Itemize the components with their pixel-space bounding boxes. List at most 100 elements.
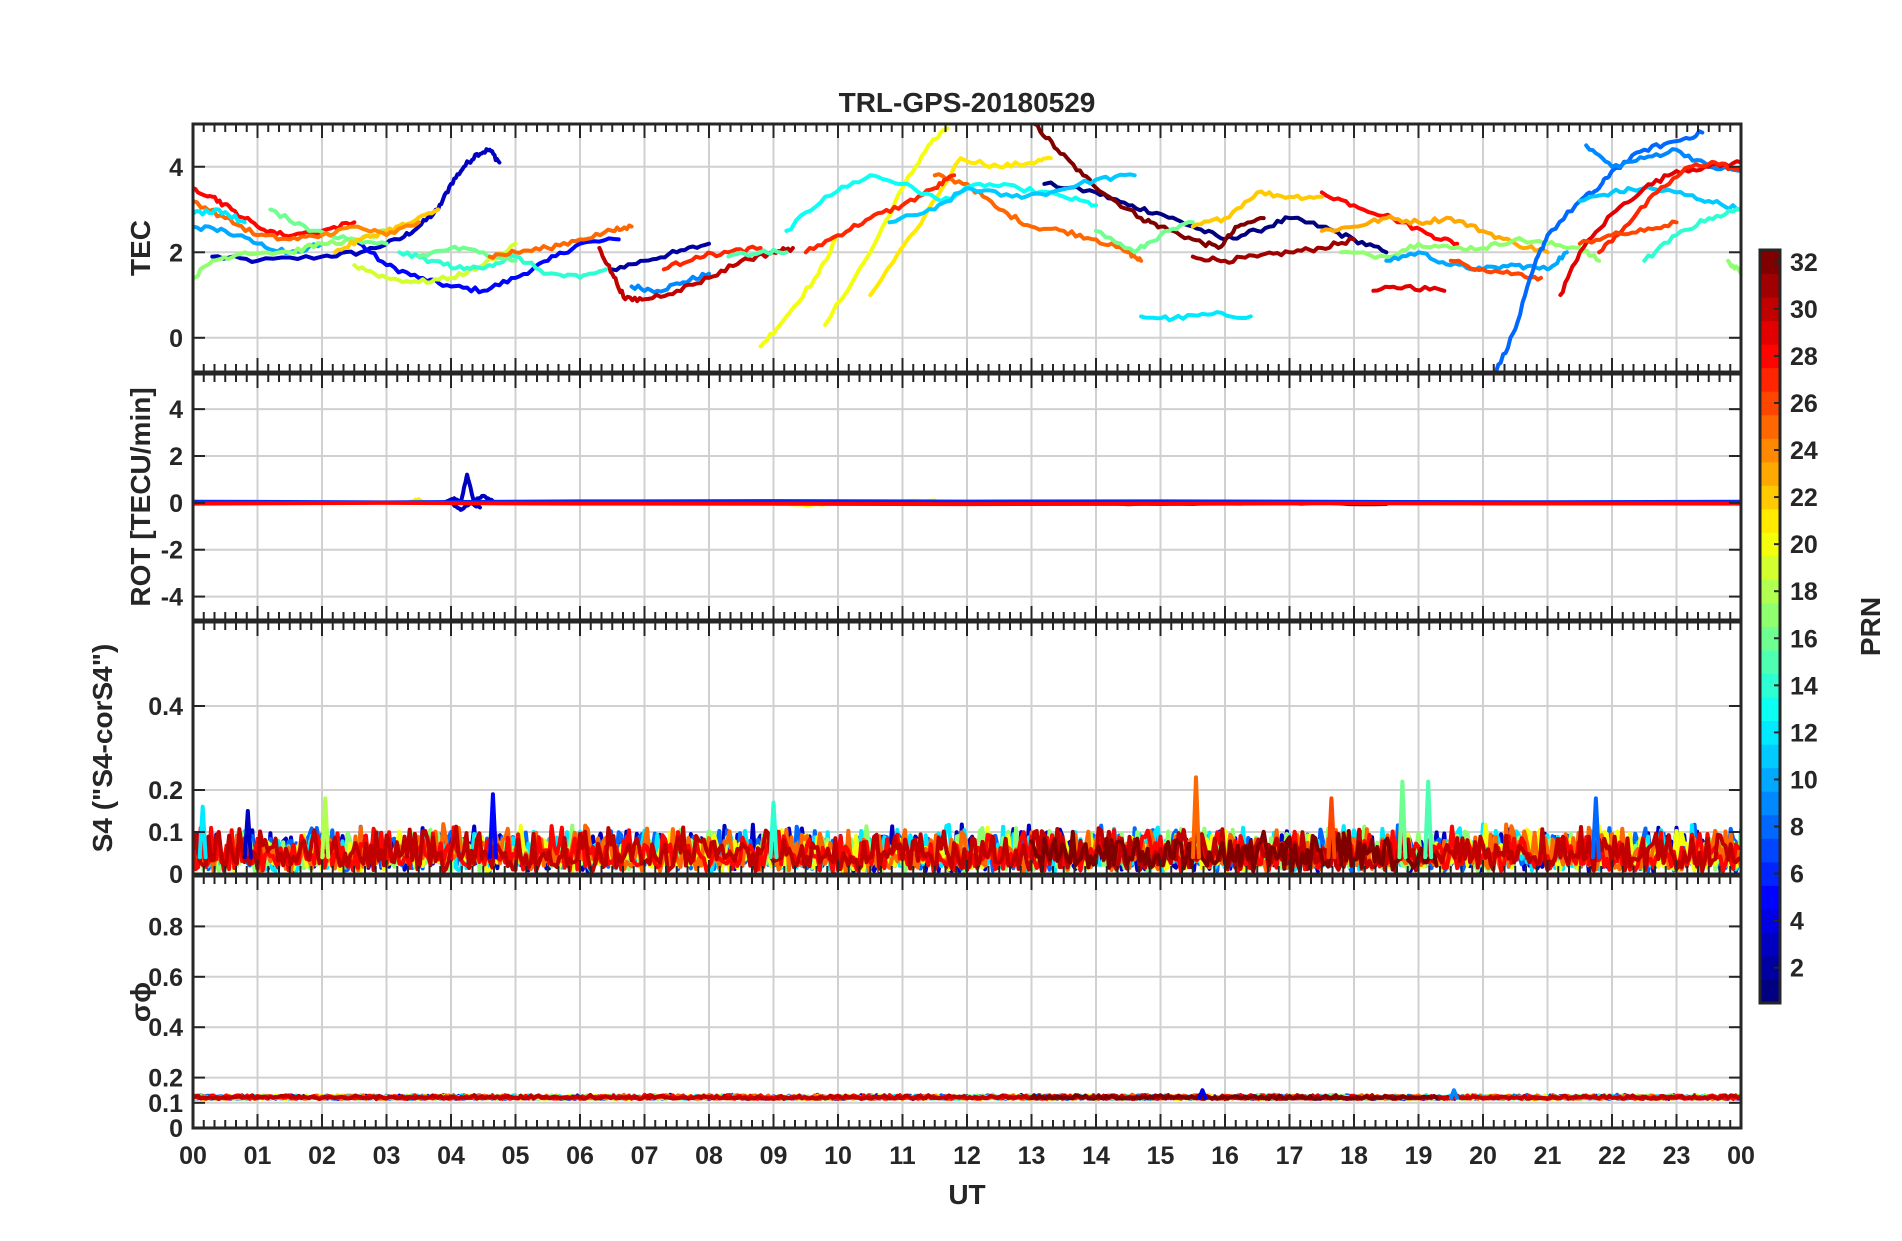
y-tick-label: 0.1: [148, 819, 183, 847]
panel-s4: 0 0.1 0.2 0.4 S4 ("S4-corS4"): [87, 620, 1743, 889]
y-tick-label: 4: [169, 154, 183, 182]
series-prn-32: [1032, 124, 1266, 250]
colorbar-swatch: [1760, 555, 1780, 580]
colorbar-swatch: [1760, 744, 1780, 769]
series-prn-29: [1558, 159, 1741, 297]
peak-prn-5: [487, 792, 498, 860]
series-prn-19: [352, 241, 518, 285]
noise-trace-prn-32: [1029, 827, 1439, 874]
colorbar-swatch: [1760, 720, 1780, 745]
x-tick-label: 09: [760, 1142, 788, 1170]
series-prn-14: [397, 250, 608, 280]
x-tick-label: 02: [308, 1142, 336, 1170]
y-tick-label: 0: [169, 861, 183, 889]
x-tick-label: 08: [695, 1142, 723, 1170]
x-tick-label: 17: [1276, 1142, 1304, 1170]
x-tick-label: 21: [1534, 1142, 1562, 1170]
colorbar-swatch: [1760, 414, 1780, 439]
data-tec: [193, 124, 1741, 372]
colorbar-tick-label: 26: [1790, 390, 1818, 418]
colorbar-tick-label: 6: [1790, 861, 1804, 889]
peak-prn-18: [320, 796, 331, 860]
x-tick-label: 12: [953, 1142, 981, 1170]
colorbar-tick-label: 18: [1790, 578, 1818, 606]
colorbar-swatch: [1760, 485, 1780, 510]
colorbar-swatch: [1760, 297, 1780, 322]
colorbar-tick-label: 8: [1790, 814, 1804, 842]
series-prn-12: [1139, 310, 1253, 323]
y-tick-label: 0.2: [148, 777, 183, 805]
colorbar-frame: [1758, 248, 1782, 1005]
y-tick-label: 0.1: [148, 1090, 183, 1118]
colorbar-tick-label: 16: [1790, 625, 1818, 653]
series-prn-14: [1642, 206, 1741, 263]
peak-prn-3: [242, 809, 253, 860]
y-axis-label: S4 ("S4-corS4"): [87, 644, 118, 853]
series-prn-8: [1493, 129, 1705, 372]
x-tick-label: 15: [1147, 1142, 1175, 1170]
colorbar-swatch: [1760, 367, 1780, 392]
series-prn-5: [352, 236, 621, 295]
colorbar-swatch: [1760, 885, 1780, 910]
colorbar-swatch: [1760, 955, 1780, 980]
colorbar-tick-label: 4: [1790, 908, 1804, 936]
x-tick-label: 18: [1340, 1142, 1368, 1170]
colorbar-swatch: [1760, 626, 1780, 651]
x-tick-label: 01: [244, 1142, 272, 1170]
y-tick-label: 2: [169, 443, 183, 471]
y-tick-label: -2: [161, 537, 183, 565]
colorbar-swatch: [1760, 532, 1780, 557]
colorbar-tick-label: 20: [1790, 531, 1818, 559]
series-prn-12: [193, 207, 247, 225]
colorbar-swatch: [1760, 908, 1780, 933]
x-tick-label: 10: [824, 1142, 852, 1170]
colorbar-swatch: [1760, 838, 1780, 863]
colorbar-tick-label: 14: [1790, 672, 1818, 700]
x-tick-label: 04: [437, 1142, 465, 1170]
x-tick-label: 23: [1663, 1142, 1691, 1170]
series-prn-24: [320, 220, 421, 238]
colorbar-tick-label: 30: [1790, 296, 1818, 324]
y-axis-label: ROT [TECU/min]: [125, 387, 156, 606]
y-tick-label: 0.4: [148, 1014, 183, 1042]
y-tick-label: 2: [169, 239, 183, 267]
colorbar-swatch: [1760, 391, 1780, 416]
series-prn-25: [487, 223, 634, 260]
colorbar-tick-label: 10: [1790, 766, 1818, 794]
chart-title: TRL-GPS-20180529: [839, 87, 1096, 118]
x-tick-label: 06: [566, 1142, 594, 1170]
y-tick-label: 0.6: [148, 964, 183, 992]
colorbar-swatch: [1760, 438, 1780, 463]
series-prn-20: [758, 233, 840, 349]
panel-tec: 0 2 4 TEC: [125, 122, 1743, 374]
series-prn-9: [1584, 143, 1741, 173]
y-axis-label: TEC: [125, 220, 156, 276]
colorbar-swatch: [1760, 673, 1780, 698]
series-prn-30: [597, 246, 795, 304]
peak-prn-15: [1423, 779, 1434, 860]
colorbar-tick-label: 32: [1790, 249, 1818, 277]
colorbar-swatch: [1760, 344, 1780, 369]
peak-prn-25: [1190, 775, 1201, 860]
x-tick-label: 22: [1598, 1142, 1626, 1170]
x-tick-label: 07: [631, 1142, 659, 1170]
colorbar-swatch: [1760, 791, 1780, 816]
colorbar-tick-label: 12: [1790, 719, 1818, 747]
series-prn-26: [1577, 219, 1679, 246]
colorbar-tick-label: 28: [1790, 343, 1818, 371]
colorbar-tick-label: 22: [1790, 484, 1818, 512]
series-prn-31: [1190, 236, 1356, 265]
x-tick-label: 03: [373, 1142, 401, 1170]
series-prn-2: [610, 241, 711, 273]
series-prn-11: [887, 172, 1137, 225]
y-tick-label: 0: [169, 490, 183, 518]
series-prn-29: [1371, 283, 1447, 293]
peak-prn-26: [1326, 796, 1337, 860]
y-tick-label: 0.8: [148, 913, 183, 941]
colorbar-swatch: [1760, 250, 1780, 275]
colorbar-swatch: [1760, 320, 1780, 345]
noise-trace-prn-32: [1029, 1093, 1439, 1101]
colorbar-label: PRN: [1855, 597, 1886, 656]
y-tick-label: -4: [161, 584, 183, 612]
data-sigma_phi: [193, 1088, 1741, 1101]
